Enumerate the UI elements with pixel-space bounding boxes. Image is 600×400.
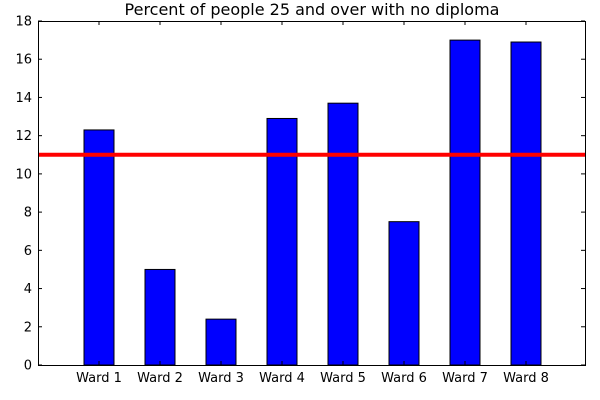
y-tick-label: 4 [24, 282, 32, 297]
x-tick-label: Ward 6 [381, 371, 427, 386]
y-tick-label: 18 [15, 15, 32, 30]
bar-ward-5 [327, 102, 359, 366]
bar-ward-6 [388, 221, 420, 366]
bar-ward-7 [449, 39, 481, 366]
y-tick-label: 2 [24, 320, 32, 335]
x-tick-label: Ward 5 [320, 371, 366, 386]
x-tick-label: Ward 4 [259, 371, 305, 386]
bars-layer [83, 39, 542, 366]
x-tick-label: Ward 7 [442, 371, 488, 386]
chart-title: Percent of people 25 and over with no di… [125, 0, 500, 19]
y-tick-label: 0 [24, 359, 32, 374]
bar-ward-2 [144, 268, 176, 366]
y-tick-label: 10 [15, 167, 32, 182]
bar-ward-1 [83, 129, 115, 366]
plot-area-frame [38, 21, 586, 366]
x-tick-label: Ward 3 [198, 371, 244, 386]
y-tick-label: 16 [15, 53, 32, 68]
y-tick-label: 14 [15, 91, 32, 106]
x-tick-label: Ward 8 [503, 371, 549, 386]
y-tick-label: 8 [24, 206, 32, 221]
x-axis: Ward 1 Ward 2 Ward 3 Ward 4 Ward 5 Ward 6 Ward… [76, 21, 549, 386]
bar-ward-8 [510, 41, 542, 366]
y-tick-label: 6 [24, 244, 32, 259]
bar-ward-3 [205, 318, 237, 366]
x-tick-label: Ward 2 [137, 371, 183, 386]
y-tick-label: 12 [15, 129, 32, 144]
bar-ward-4 [266, 117, 298, 366]
y-axis: 0 2 4 6 8 10 12 14 16 18 [15, 15, 585, 374]
x-tick-label: Ward 1 [76, 371, 122, 386]
